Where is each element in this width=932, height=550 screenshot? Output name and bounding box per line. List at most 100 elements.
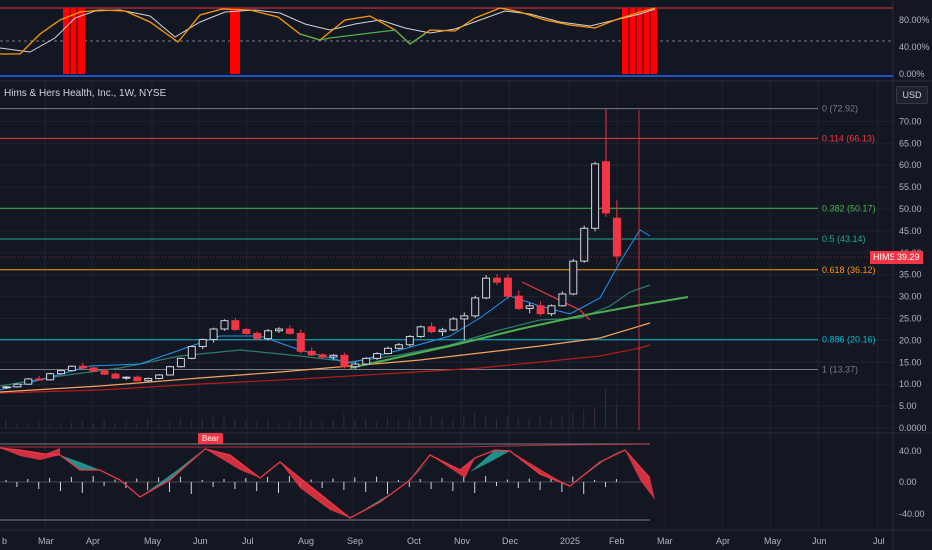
overbought-highlight-3: [622, 8, 657, 74]
candle-52[interactable]: [569, 258, 578, 296]
time-tick-2: Apr: [86, 536, 100, 546]
time-tick-4: Jun: [193, 536, 208, 546]
momentum-tick-0: 40.00: [899, 446, 922, 456]
candle-27[interactable]: [296, 329, 305, 354]
candle-23[interactable]: [253, 331, 262, 340]
momentum-panel[interactable]: [0, 443, 655, 521]
candle-34[interactable]: [373, 352, 382, 361]
candle-22[interactable]: [242, 327, 251, 335]
candle-43[interactable]: [471, 295, 480, 319]
time-tick-11: 2025: [560, 536, 580, 546]
last-price-tag: 39.29: [894, 251, 923, 264]
candle-33[interactable]: [362, 357, 371, 366]
price-tick-13: 5.00: [899, 401, 917, 411]
candle-26[interactable]: [285, 325, 294, 335]
fib-retracement[interactable]: 0 (72.92) 0.114 (66.13) 0.382 (50.17) 0.5 (…: [0, 104, 876, 375]
candle-5[interactable]: [57, 369, 65, 375]
price-tick-10: 20.00: [899, 335, 922, 345]
bear-signal-badge: Bear: [198, 433, 223, 444]
price-tick-14: 0.0000: [899, 423, 927, 433]
fib-label-5: 0.886 (20.16): [822, 335, 876, 345]
candle-40[interactable]: [438, 327, 447, 337]
candle-55[interactable]: [602, 108, 610, 217]
candle-48[interactable]: [525, 302, 534, 314]
momentum-axis[interactable]: 40.00 0.00 -40.00: [899, 446, 925, 519]
candle-24[interactable]: [264, 329, 273, 341]
currency-button[interactable]: USD: [896, 86, 928, 104]
candle-0[interactable]: [2, 385, 11, 390]
candle-12[interactable]: [133, 375, 142, 382]
candle-36[interactable]: [394, 343, 403, 350]
candle-16[interactable]: [176, 357, 185, 368]
candle-53[interactable]: [580, 225, 589, 263]
candle-46[interactable]: [503, 274, 512, 299]
candle-29[interactable]: [318, 353, 327, 359]
candle-14[interactable]: [155, 374, 164, 380]
stoch-axis[interactable]: 80.00% 40.00% 0.00%: [899, 15, 930, 79]
momentum-fill-down: [0, 448, 655, 518]
candle-25[interactable]: [275, 327, 283, 333]
candle-19[interactable]: [209, 327, 218, 343]
candle-31[interactable]: [340, 352, 349, 369]
candle-18[interactable]: [198, 338, 207, 350]
price-tick-8: 30.00: [899, 292, 922, 302]
candle-21[interactable]: [231, 318, 240, 331]
price-tick-0: 70.00: [899, 116, 922, 126]
trend-line: [349, 296, 689, 369]
price-tick-2: 60.00: [899, 160, 922, 170]
time-tick-3: May: [144, 536, 162, 546]
candle-37[interactable]: [405, 335, 414, 347]
momentum-tick-1: 0.00: [899, 477, 917, 487]
candle-54[interactable]: [591, 161, 600, 232]
candle-4[interactable]: [46, 372, 55, 381]
candle-35[interactable]: [384, 346, 392, 355]
time-axis[interactable]: b Mar Apr May Jun Jul Aug Sep Oct Nov Dec 2025 Feb Ma…: [2, 536, 885, 546]
price-axis[interactable]: 70.0065.0060.0055.0050.0045.0040.0035.00…: [899, 116, 927, 433]
stoch-tick-0: 80.00%: [899, 15, 930, 25]
fib-label-6: 1 (13.37): [822, 364, 858, 374]
ma-100: [0, 322, 651, 393]
grid-lines: [0, 0, 893, 530]
candle-56[interactable]: [612, 200, 621, 264]
candle-6[interactable]: [67, 365, 76, 372]
candle-38[interactable]: [416, 325, 425, 338]
time-tick-15: May: [764, 536, 782, 546]
candle-32[interactable]: [351, 361, 360, 369]
candle-1[interactable]: [13, 383, 22, 388]
candle-10[interactable]: [111, 372, 120, 379]
candle-7[interactable]: [78, 362, 87, 369]
candle-11[interactable]: [122, 376, 131, 380]
candle-42[interactable]: [460, 312, 469, 341]
candle-50[interactable]: [547, 304, 556, 316]
stoch-tick-2: 0.00%: [899, 69, 925, 79]
fib-label-1: 0.114 (66.13): [822, 133, 875, 143]
candle-41[interactable]: [449, 317, 458, 332]
candle-20[interactable]: [220, 319, 229, 331]
candle-45[interactable]: [493, 274, 501, 286]
highlight-dividers: [69, 8, 651, 74]
candle-3[interactable]: [35, 375, 44, 381]
candlesticks[interactable]: [2, 108, 621, 390]
candle-15[interactable]: [166, 365, 174, 376]
candle-17[interactable]: [187, 345, 196, 360]
price-tick-1: 65.00: [899, 138, 922, 148]
candle-8[interactable]: [89, 366, 98, 372]
price-tick-12: 10.00: [899, 379, 922, 389]
candle-44[interactable]: [482, 275, 491, 300]
candle-39[interactable]: [427, 322, 436, 334]
momentum-line: [0, 447, 651, 519]
candle-51[interactable]: [558, 291, 567, 307]
price-tick-4: 50.00: [899, 204, 922, 214]
time-tick-7: Sep: [347, 536, 363, 546]
candle-49[interactable]: [536, 301, 545, 316]
candle-13[interactable]: [144, 377, 153, 382]
time-tick-12: Feb: [609, 536, 625, 546]
candle-9[interactable]: [100, 369, 109, 376]
ticker-tag: HIMS: [870, 251, 899, 264]
candle-2[interactable]: [24, 378, 33, 385]
candle-30[interactable]: [329, 353, 338, 360]
candle-47[interactable]: [514, 290, 523, 311]
stoch-rsi-panel[interactable]: [0, 7, 893, 77]
candle-28[interactable]: [307, 347, 316, 357]
